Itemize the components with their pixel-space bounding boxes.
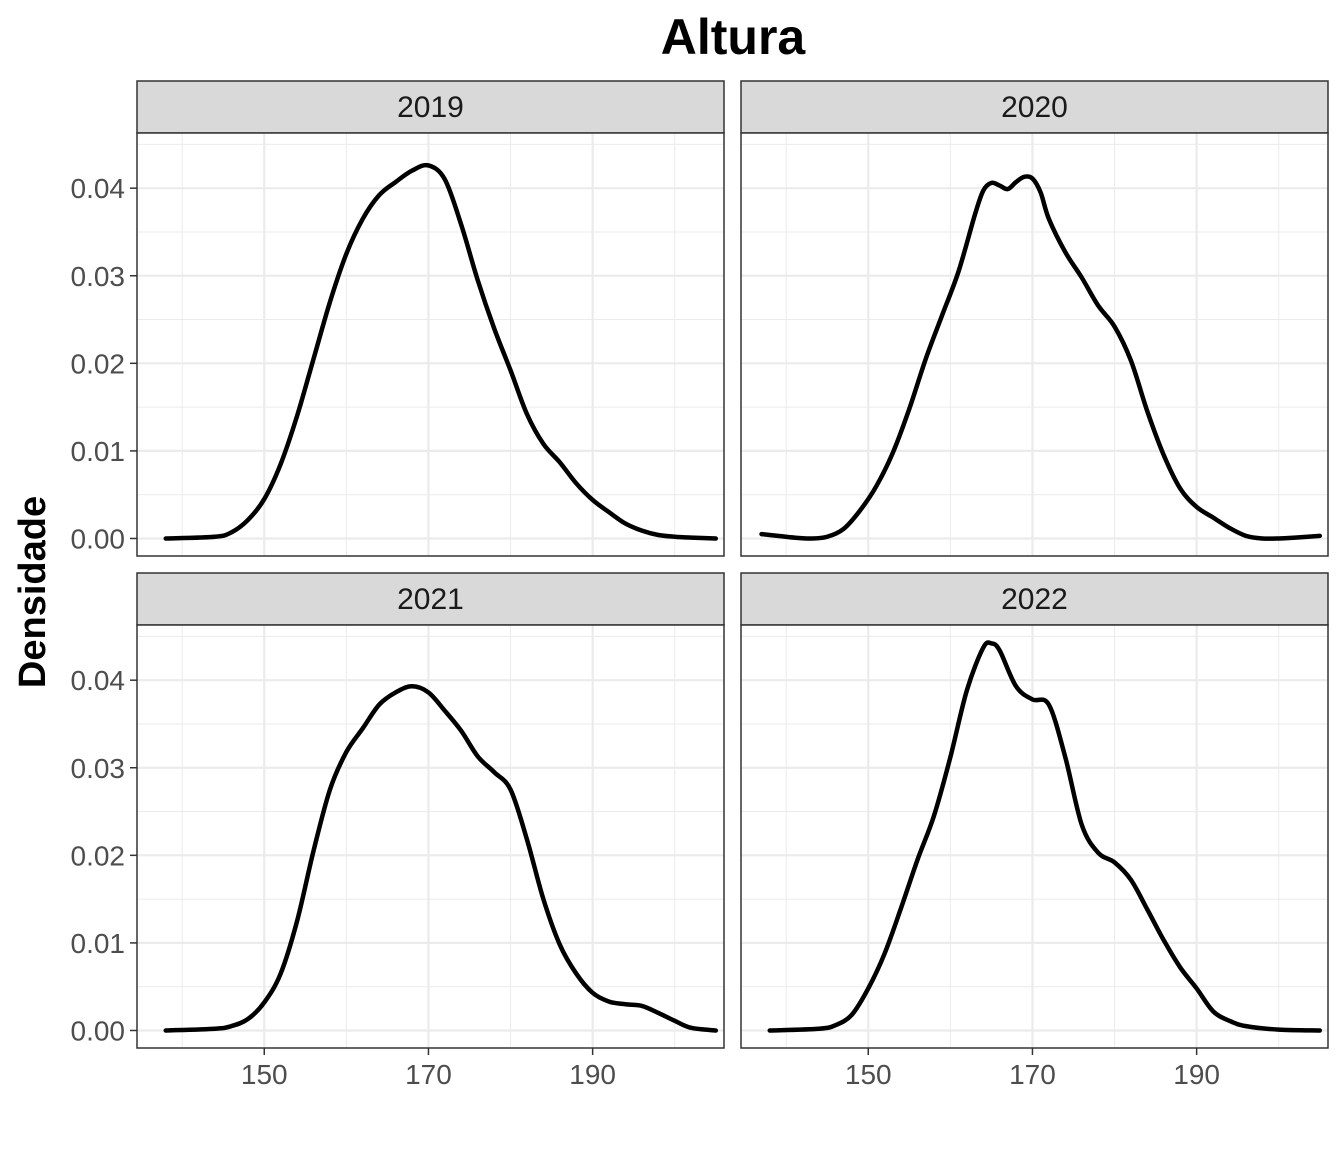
y-tick-label: 0.03 [71,261,126,292]
facet-strip-label: 2021 [397,583,464,616]
facet-strip-label: 2020 [1001,91,1068,124]
facet-strip [136,572,725,626]
panel-border [136,132,725,557]
facet-strip [740,572,1329,626]
y-tick-label: 0.01 [71,928,126,959]
density-line-2021 [163,684,719,1033]
y-tick-label: 0.02 [71,348,126,379]
x-tick-label: 150 [241,1059,288,1090]
panel-background [137,625,724,1048]
y-tick-label: 0.02 [71,840,126,871]
facet-strip [740,80,1329,134]
facet-panel-2019: 2019 0.00 0.01 0.02 0.03 0.04 [71,80,725,557]
x-tick-label: 150 [845,1059,892,1090]
facet-panel-2020: 2020 [740,80,1329,557]
facet-panels: 2019 0.00 0.01 0.02 0.03 0.04 2020 2021 0.00 0.01… [71,80,1329,1090]
panel-background [741,625,1328,1048]
x-tick-label: 190 [569,1059,616,1090]
density-line-2020 [759,174,1323,541]
panel-background [137,133,724,556]
y-tick-label: 0.00 [71,1015,126,1046]
panel-border [740,132,1329,557]
panel-border [136,624,725,1049]
y-tick-label: 0.00 [71,523,126,554]
y-tick-label: 0.04 [71,173,126,204]
facet-panel-2022: 2022 150 170 190 [740,572,1329,1090]
panel-border [740,624,1329,1049]
facet-panel-2021: 2021 0.00 0.01 0.02 0.03 0.04 150 170 190 [71,572,725,1090]
facet-strip-label: 2022 [1001,583,1068,616]
y-tick-label: 0.03 [71,753,126,784]
y-tick-label: 0.01 [71,436,126,467]
density-line-2019 [163,162,719,541]
facet-strip-label: 2019 [397,91,464,124]
y-axis-label: Densidade [12,496,54,688]
x-tick-label: 170 [1009,1059,1056,1090]
chart-title: Altura [661,9,807,65]
x-tick-label: 190 [1173,1059,1220,1090]
y-tick-label: 0.04 [71,665,126,696]
x-tick-label: 170 [405,1059,452,1090]
density-line-2022 [767,640,1323,1033]
facet-strip [136,80,725,134]
panel-background [741,133,1328,556]
